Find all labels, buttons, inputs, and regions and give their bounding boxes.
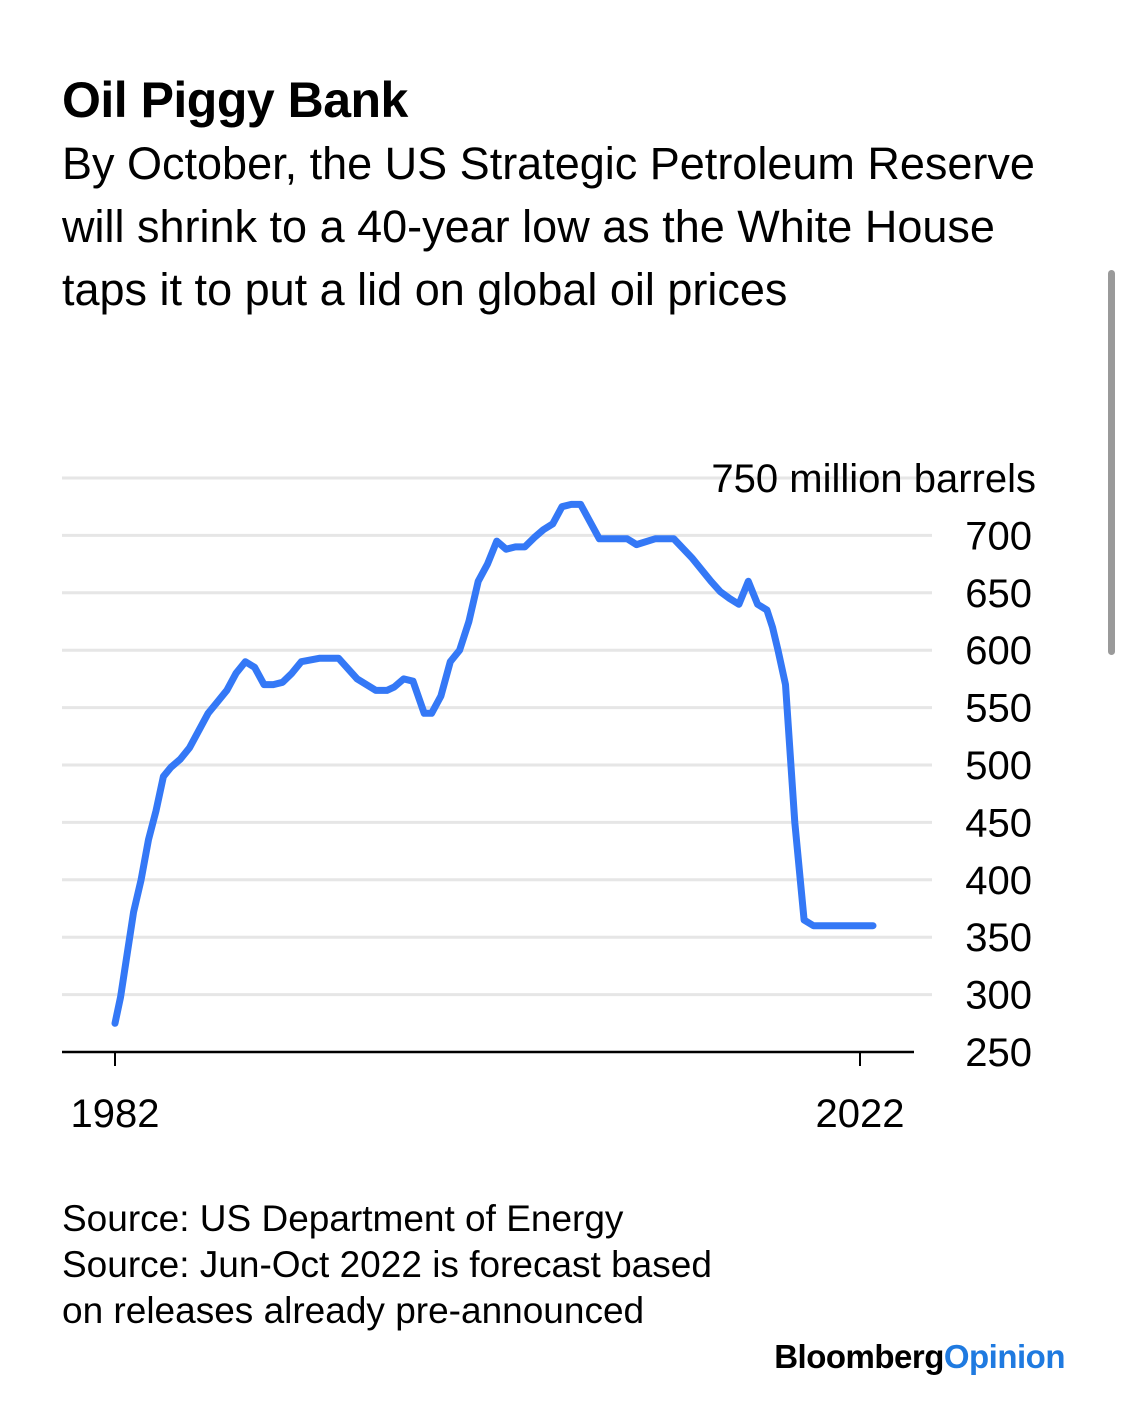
chart-title: Oil Piggy Bank	[62, 72, 408, 128]
y-tick-label-650: 650	[965, 572, 1032, 616]
y-tick-label-250: 250	[965, 1031, 1032, 1075]
chart-subtitle: By October, the US Strategic Petroleum R…	[62, 138, 1035, 315]
y-tick-label-300: 300	[965, 974, 1032, 1018]
scrollbar-thumb[interactable]	[1108, 270, 1115, 655]
y-tick-label-350: 350	[965, 916, 1032, 960]
bloomberg-opinion-logo: BloombergOpinion	[774, 1338, 1065, 1376]
line-chart: 250 300 350 400 450 500 550 600 650 700 750 millio…	[62, 457, 1036, 1136]
y-tick-label-500: 500	[965, 744, 1032, 788]
y-tick-label-600: 600	[965, 629, 1032, 673]
x-tick-label-2022: 2022	[816, 1092, 905, 1136]
forecast-note: Source: Jun-Oct 2022 is forecast based o…	[62, 1244, 712, 1331]
chart-footer: Source: US Department of Energy Source: …	[62, 1196, 722, 1334]
y-axis-unit-label: 750 million barrels	[711, 457, 1036, 501]
y-tick-label-450: 450	[965, 801, 1032, 845]
y-tick-label-700: 700	[965, 514, 1032, 558]
x-tick-label-1982: 1982	[71, 1092, 160, 1136]
brand-accent: Opinion	[943, 1338, 1066, 1375]
y-tick-label-400: 400	[965, 859, 1032, 903]
brand-main: Bloomberg	[774, 1338, 944, 1375]
y-tick-label-550: 550	[965, 687, 1032, 731]
source-note: Source: US Department of Energy	[62, 1198, 624, 1239]
reserve-level-line-0	[111, 500, 877, 1027]
